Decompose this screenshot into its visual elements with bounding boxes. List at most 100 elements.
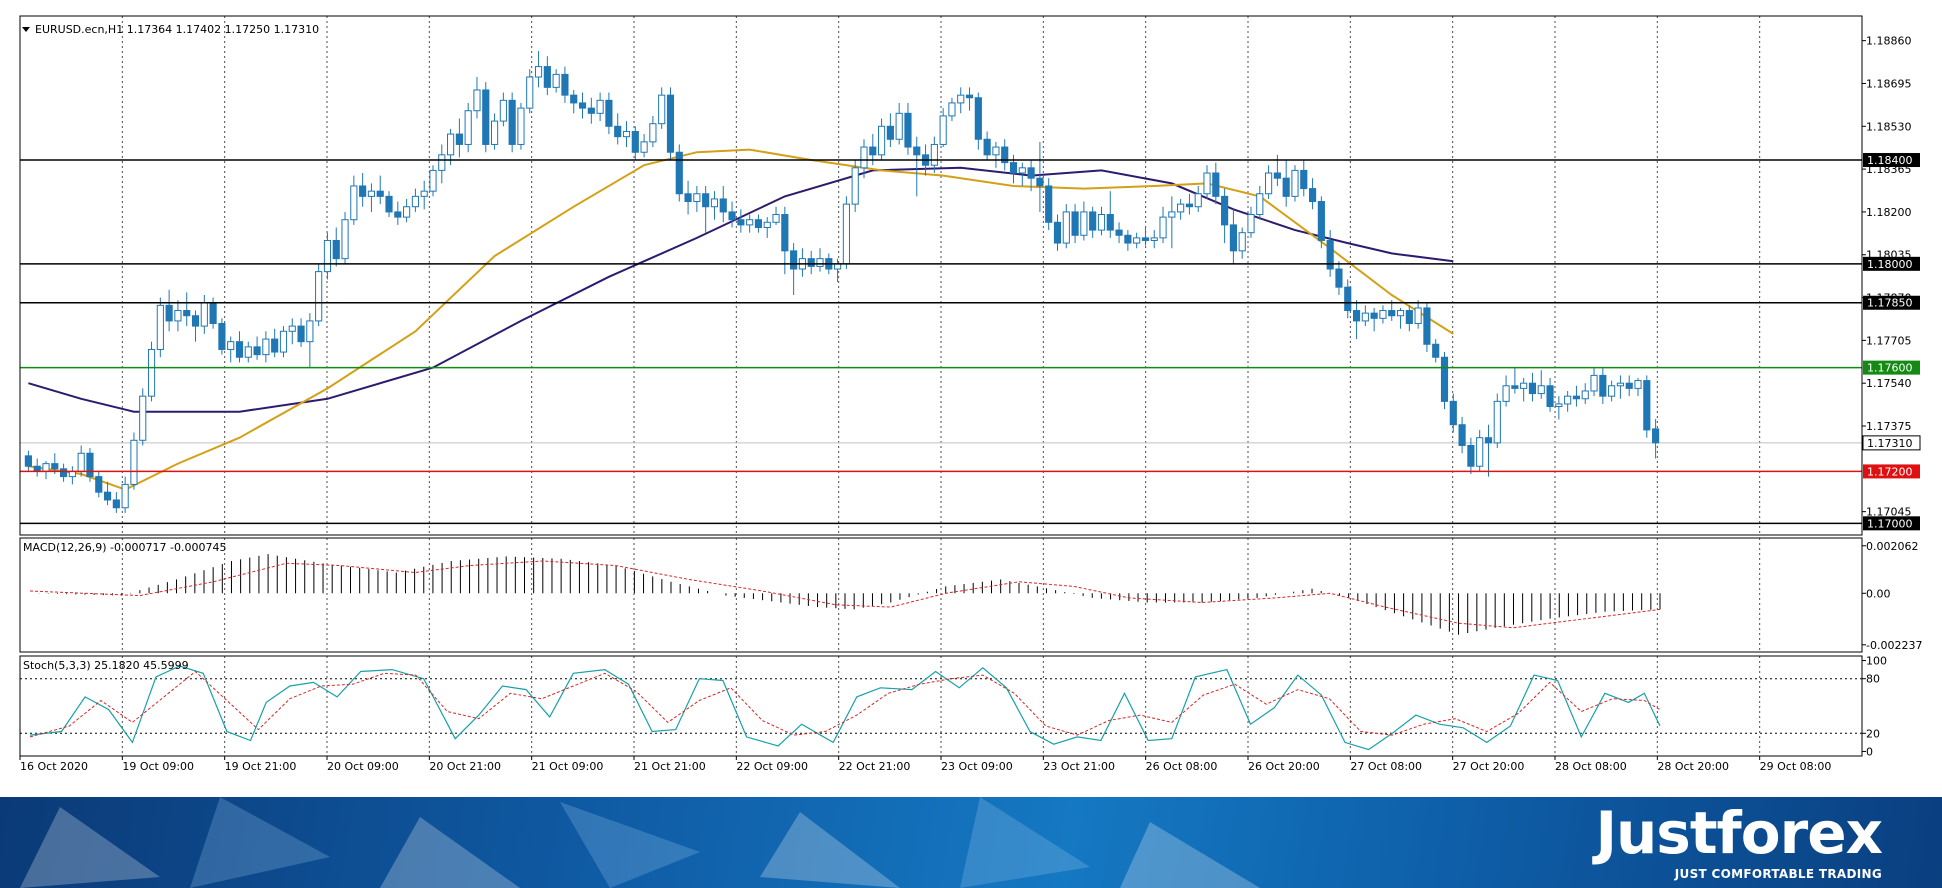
candle — [1652, 419, 1660, 459]
candle-body — [1344, 286, 1352, 312]
candle-body — [1062, 211, 1070, 244]
candle-body — [86, 452, 94, 478]
candle-body — [121, 483, 129, 509]
candle-body — [684, 193, 692, 203]
x-tick-label: 28 Oct 08:00 — [1555, 760, 1627, 773]
candle — [1405, 305, 1413, 332]
candle-body — [1414, 307, 1422, 325]
candle-body — [939, 115, 947, 145]
candle-body — [1572, 395, 1581, 400]
candle-body — [719, 198, 727, 213]
candle — [103, 481, 112, 506]
candle — [1493, 393, 1501, 449]
candle-body — [1089, 211, 1097, 231]
candle — [1546, 378, 1554, 412]
x-tick-label: 23 Oct 09:00 — [941, 760, 1013, 773]
candle-body — [447, 133, 455, 156]
collapse-triangle-icon[interactable] — [22, 27, 30, 32]
x-tick-label: 22 Oct 21:00 — [839, 760, 911, 773]
candle-body — [1608, 385, 1616, 397]
candle-body — [191, 315, 200, 327]
candle — [447, 128, 455, 166]
candle — [1423, 302, 1431, 353]
candle-body — [244, 346, 252, 358]
x-tick-label: 28 Oct 20:00 — [1657, 760, 1729, 773]
candle — [385, 191, 393, 218]
candle — [1396, 307, 1405, 329]
candle — [218, 318, 226, 355]
candle-body — [983, 138, 991, 156]
candle — [429, 165, 437, 197]
candle — [350, 175, 358, 225]
candle — [1133, 232, 1141, 249]
macd-pane-title: MACD(12,26,9) -0.000717 -0.000745 — [23, 541, 226, 554]
level-tag — [1863, 464, 1920, 479]
candle — [499, 92, 507, 127]
candle — [1053, 214, 1062, 251]
level-tag — [1863, 516, 1920, 531]
fast-moving-average — [28, 148, 1454, 491]
candle-body — [728, 211, 736, 221]
candle-body — [1379, 310, 1387, 319]
candle — [1449, 393, 1457, 433]
candle-body — [878, 125, 886, 156]
candle — [297, 318, 305, 347]
candle-body — [1528, 382, 1537, 395]
brand-footer: Justforex JUST COMFORTABLE TRADING — [0, 797, 1942, 888]
candle-body — [1581, 390, 1589, 400]
level-label: 1.17850 — [1867, 297, 1913, 310]
candle — [614, 113, 622, 145]
candle — [772, 206, 780, 225]
candle — [666, 87, 675, 161]
candle — [86, 448, 94, 482]
candle — [1440, 352, 1449, 410]
candle — [367, 183, 376, 212]
candle-body — [1405, 310, 1413, 325]
candle-body — [543, 66, 551, 88]
y-tick-label: 1.18200 — [1866, 206, 1912, 219]
candle-body — [130, 439, 138, 485]
candle-body — [1625, 382, 1633, 389]
candle — [1379, 305, 1387, 324]
candle — [332, 227, 340, 267]
candle-body — [578, 102, 587, 109]
candle — [306, 313, 314, 368]
trading-chart[interactable]: 1.188601.186951.185301.183651.182001.180… — [0, 0, 1942, 797]
y-tick-label: 1.18695 — [1866, 77, 1912, 90]
candle-body — [851, 167, 859, 205]
level-label: 1.18400 — [1867, 154, 1913, 167]
candle-body — [1511, 385, 1519, 389]
candle — [1335, 261, 1343, 295]
candle — [1564, 390, 1572, 412]
candle — [1185, 193, 1194, 215]
candle — [1001, 139, 1009, 171]
candle — [957, 87, 965, 114]
candle — [508, 92, 516, 153]
candle-body — [587, 107, 595, 114]
candle-body — [341, 219, 349, 260]
candle-body — [1423, 307, 1431, 345]
candle-body — [1467, 444, 1475, 467]
candle — [1282, 160, 1290, 207]
candle-body — [33, 465, 41, 472]
candle-body — [411, 195, 419, 208]
stoch-y-tick-label: 100 — [1866, 655, 1887, 668]
candle — [640, 134, 648, 158]
candle — [913, 136, 921, 197]
candle — [165, 289, 173, 332]
candle-body — [754, 219, 763, 228]
candle-body — [895, 112, 903, 140]
grid — [121, 16, 1761, 756]
candle-body — [790, 250, 798, 270]
candle-body — [957, 94, 965, 104]
candle-body — [438, 154, 446, 171]
candle — [622, 121, 631, 148]
candle-body — [323, 239, 332, 273]
candle-body — [490, 120, 499, 145]
candle-body — [183, 310, 191, 317]
candle — [1097, 206, 1106, 236]
candle — [1062, 204, 1070, 249]
candle — [886, 113, 894, 148]
candle — [1458, 416, 1466, 454]
candle-body — [1493, 400, 1501, 444]
